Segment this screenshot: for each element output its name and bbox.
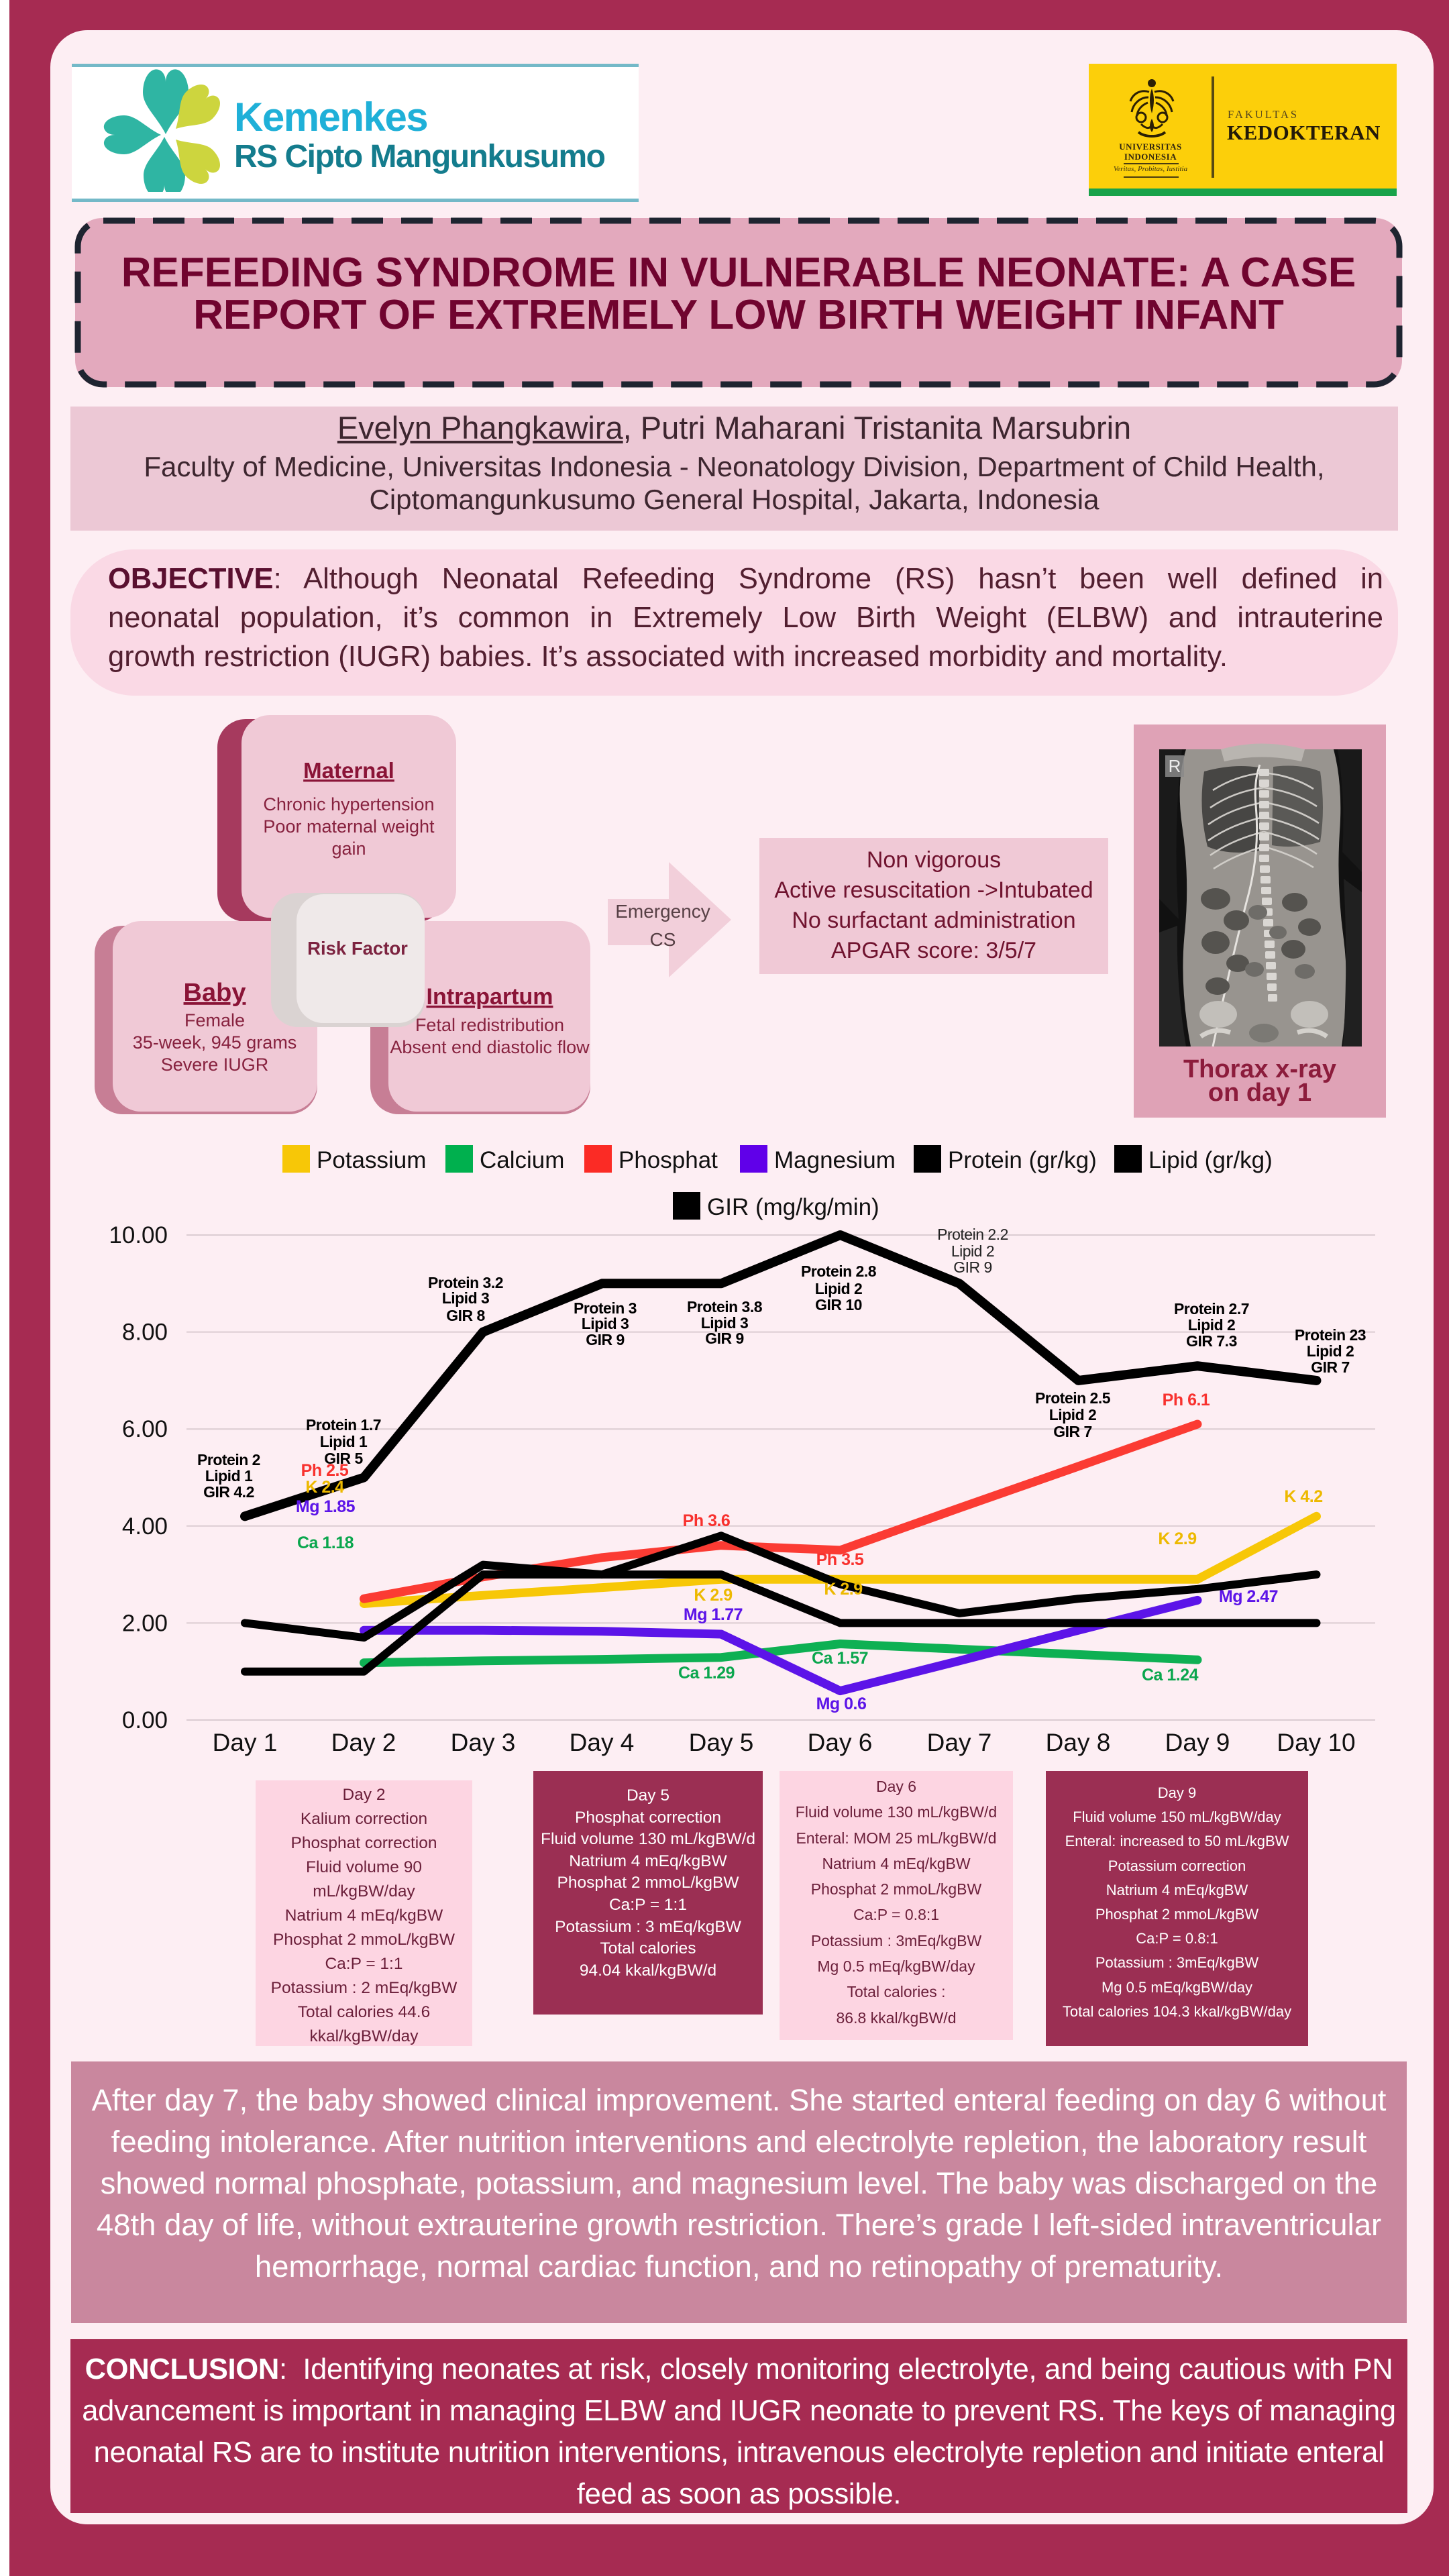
svg-text:CS: CS bbox=[650, 929, 676, 950]
svg-text:K 2.4: K 2.4 bbox=[305, 1478, 344, 1497]
svg-text:GIR 4.2: GIR 4.2 bbox=[203, 1483, 254, 1501]
svg-text:gain: gain bbox=[331, 839, 366, 859]
svg-text:Lipid 3: Lipid 3 bbox=[442, 1289, 490, 1307]
svg-text:Ca 1.24: Ca 1.24 bbox=[1142, 1666, 1199, 1684]
svg-text:GIR 9: GIR 9 bbox=[705, 1330, 744, 1347]
svg-text:K 2.9: K 2.9 bbox=[694, 1586, 732, 1605]
svg-text:Severe IUGR: Severe IUGR bbox=[161, 1055, 269, 1075]
svg-text:Baby: Baby bbox=[184, 979, 246, 1007]
svg-text:Lipid 3: Lipid 3 bbox=[701, 1314, 749, 1332]
svg-text:GIR 10: GIR 10 bbox=[815, 1296, 862, 1313]
svg-text:Day 6: Day 6 bbox=[808, 1729, 873, 1756]
svg-text:Potassium: Potassium bbox=[317, 1147, 426, 1173]
svg-text:Ph 6.1: Ph 6.1 bbox=[1163, 1391, 1210, 1409]
svg-text:Ph 3.6: Ph 3.6 bbox=[683, 1511, 731, 1530]
svg-text:GIR 9: GIR 9 bbox=[953, 1258, 992, 1276]
svg-text:Lipid 3: Lipid 3 bbox=[582, 1315, 629, 1332]
svg-text:8.00: 8.00 bbox=[122, 1320, 168, 1346]
svg-text:Day 8: Day 8 bbox=[1046, 1729, 1111, 1756]
svg-text:Day 1: Day 1 bbox=[213, 1729, 278, 1756]
svg-text:Lipid 1: Lipid 1 bbox=[205, 1467, 253, 1485]
svg-text:APGAR score: 3/5/7: APGAR score: 3/5/7 bbox=[831, 938, 1036, 963]
svg-text:Day 2: Day 2 bbox=[331, 1729, 396, 1756]
svg-text:Lipid 2: Lipid 2 bbox=[951, 1242, 994, 1260]
svg-text:K 4.2: K 4.2 bbox=[1284, 1487, 1322, 1506]
svg-text:Absent end diastolic flow: Absent end diastolic flow bbox=[390, 1037, 590, 1057]
svg-text:Protein 2.7: Protein 2.7 bbox=[1174, 1300, 1249, 1318]
svg-text:4.00: 4.00 bbox=[122, 1513, 168, 1540]
svg-text:Protein 23: Protein 23 bbox=[1295, 1326, 1366, 1344]
svg-text:Ph 3.5: Ph 3.5 bbox=[816, 1550, 864, 1569]
svg-text:Active resuscitation ->Intubat: Active resuscitation ->Intubated bbox=[774, 877, 1093, 903]
svg-text:10.00: 10.00 bbox=[109, 1222, 168, 1248]
svg-text:Maternal: Maternal bbox=[303, 758, 394, 783]
svg-text:GIR (mg/kg/min): GIR (mg/kg/min) bbox=[707, 1194, 879, 1220]
svg-text:Fetal redistribution: Fetal redistribution bbox=[415, 1015, 564, 1035]
svg-text:Protein 1.7: Protein 1.7 bbox=[306, 1416, 381, 1434]
svg-text:35-week, 945 grams: 35-week, 945 grams bbox=[133, 1032, 297, 1053]
svg-text:Mg 1.77: Mg 1.77 bbox=[684, 1605, 743, 1624]
svg-text:6.00: 6.00 bbox=[122, 1416, 168, 1442]
svg-text:Ca 1.18: Ca 1.18 bbox=[297, 1534, 354, 1552]
svg-text:Protein 3.8: Protein 3.8 bbox=[687, 1298, 763, 1316]
svg-text:Ph 2.5: Ph 2.5 bbox=[301, 1461, 349, 1480]
svg-text:Intrapartum: Intrapartum bbox=[427, 984, 553, 1010]
svg-text:Magnesium: Magnesium bbox=[774, 1147, 896, 1173]
svg-text:Risk Factor: Risk Factor bbox=[307, 938, 408, 959]
svg-text:Lipid 2: Lipid 2 bbox=[1307, 1342, 1354, 1360]
svg-text:Protein 3.2: Protein 3.2 bbox=[428, 1274, 503, 1291]
svg-text:Protein 3: Protein 3 bbox=[574, 1299, 637, 1317]
svg-text:Emergency: Emergency bbox=[615, 901, 710, 922]
svg-text:Thorax x-ray: Thorax x-ray bbox=[1183, 1055, 1336, 1083]
svg-text:Phosphat: Phosphat bbox=[619, 1147, 718, 1173]
svg-text:Day 4: Day 4 bbox=[570, 1729, 635, 1756]
svg-text:Day 3: Day 3 bbox=[451, 1729, 516, 1756]
svg-text:on day 1: on day 1 bbox=[1208, 1079, 1311, 1107]
svg-text:Mg 1.85: Mg 1.85 bbox=[296, 1497, 356, 1516]
svg-text:GIR 5: GIR 5 bbox=[324, 1450, 363, 1467]
svg-text:Lipid 2: Lipid 2 bbox=[1188, 1316, 1236, 1334]
svg-text:Protein 2.8: Protein 2.8 bbox=[801, 1263, 877, 1280]
svg-text:GIR 7.3: GIR 7.3 bbox=[1186, 1332, 1237, 1350]
svg-text:Day 9: Day 9 bbox=[1165, 1729, 1230, 1756]
svg-text:Day 10: Day 10 bbox=[1277, 1729, 1355, 1756]
svg-text:Mg 0.6: Mg 0.6 bbox=[816, 1695, 867, 1713]
svg-text:No surfactant administration: No surfactant administration bbox=[792, 908, 1075, 933]
svg-text:Chronic hypertension: Chronic hypertension bbox=[263, 794, 434, 814]
svg-text:Day 7: Day 7 bbox=[927, 1729, 992, 1756]
svg-text:GIR 7: GIR 7 bbox=[1053, 1423, 1092, 1440]
svg-text:Ca 1.29: Ca 1.29 bbox=[678, 1664, 735, 1682]
svg-text:Non vigorous: Non vigorous bbox=[867, 847, 1001, 873]
svg-text:Protein 2.5: Protein 2.5 bbox=[1035, 1389, 1111, 1407]
svg-text:Female: Female bbox=[184, 1010, 245, 1030]
svg-text:Protein (gr/kg): Protein (gr/kg) bbox=[948, 1147, 1097, 1173]
svg-text:GIR 9: GIR 9 bbox=[586, 1331, 625, 1348]
svg-text:Lipid (gr/kg): Lipid (gr/kg) bbox=[1148, 1147, 1273, 1173]
svg-text:Protein 2: Protein 2 bbox=[197, 1451, 260, 1468]
svg-text:GIR 7: GIR 7 bbox=[1311, 1358, 1350, 1376]
svg-text:K 2.9: K 2.9 bbox=[1158, 1529, 1196, 1548]
svg-text:Ca 1.57: Ca 1.57 bbox=[812, 1649, 868, 1668]
svg-text:0.00: 0.00 bbox=[122, 1707, 168, 1733]
svg-text:Poor maternal weight: Poor maternal weight bbox=[263, 816, 435, 837]
svg-text:Mg 2.47: Mg 2.47 bbox=[1219, 1587, 1278, 1606]
svg-text:Lipid 2: Lipid 2 bbox=[815, 1280, 863, 1297]
svg-text:Protein 2.2: Protein 2.2 bbox=[937, 1226, 1008, 1243]
svg-text:GIR 8: GIR 8 bbox=[446, 1307, 485, 1324]
svg-text:Lipid 1: Lipid 1 bbox=[320, 1433, 368, 1450]
svg-text:K 2.9: K 2.9 bbox=[824, 1580, 862, 1599]
svg-text:R: R bbox=[1169, 756, 1181, 776]
svg-text:Lipid 2: Lipid 2 bbox=[1049, 1406, 1097, 1424]
svg-text:2.00: 2.00 bbox=[122, 1610, 168, 1636]
svg-text:Day 5: Day 5 bbox=[689, 1729, 754, 1756]
svg-text:Calcium: Calcium bbox=[480, 1147, 564, 1173]
